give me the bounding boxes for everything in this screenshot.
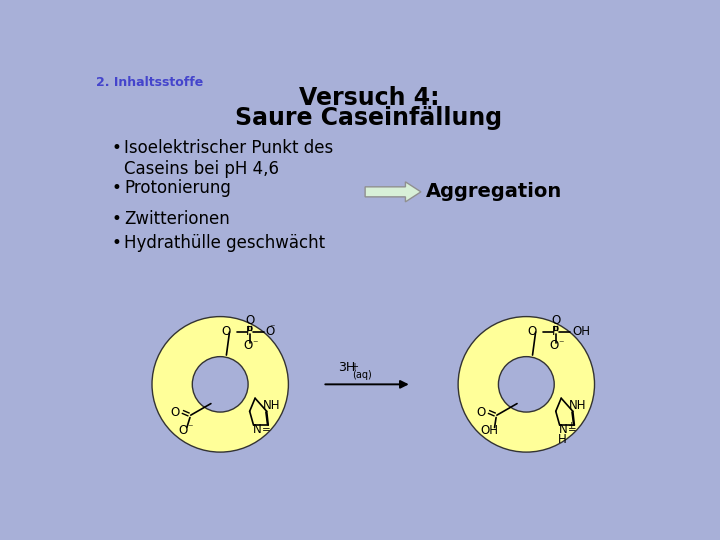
Text: Isoelektrischer Punkt des
Caseins bei pH 4,6: Isoelektrischer Punkt des Caseins bei pH…	[124, 139, 333, 178]
Text: =: =	[567, 426, 577, 436]
Text: ⁻: ⁻	[187, 423, 193, 433]
Text: Versuch 4:: Versuch 4:	[299, 86, 439, 110]
Text: ⁻: ⁻	[269, 323, 275, 333]
Text: O: O	[549, 339, 559, 353]
Text: O: O	[551, 314, 560, 327]
Circle shape	[458, 316, 595, 452]
Text: O: O	[179, 424, 188, 437]
Text: •: •	[112, 179, 122, 197]
Text: O: O	[171, 406, 180, 419]
Text: OH: OH	[480, 424, 498, 437]
Text: Protonierung: Protonierung	[124, 179, 231, 197]
Text: ⁻: ⁻	[559, 339, 564, 349]
Text: P: P	[246, 326, 253, 339]
Text: •: •	[112, 139, 122, 157]
Text: N: N	[559, 422, 568, 436]
Text: O: O	[221, 326, 230, 339]
Text: =: =	[261, 426, 270, 436]
Text: Aggregation: Aggregation	[426, 183, 562, 201]
Text: Hydrathülle geschwächt: Hydrathülle geschwächt	[124, 234, 325, 252]
Circle shape	[498, 356, 554, 412]
Text: O: O	[477, 406, 486, 419]
Text: NH: NH	[263, 400, 280, 413]
Text: O: O	[243, 339, 253, 353]
Text: (aq): (aq)	[352, 370, 372, 381]
Circle shape	[152, 316, 289, 452]
Text: 3H: 3H	[338, 361, 355, 374]
Text: •: •	[112, 210, 122, 227]
Circle shape	[192, 356, 248, 412]
Text: +: +	[350, 362, 358, 372]
Text: +: +	[567, 421, 575, 430]
Text: 2. Inhaltsstoffe: 2. Inhaltsstoffe	[96, 76, 204, 89]
Text: N: N	[253, 422, 262, 436]
Text: P: P	[552, 326, 559, 339]
Text: ⁻: ⁻	[252, 339, 258, 349]
Text: OH: OH	[573, 326, 591, 339]
Text: Saure Caseinfällung: Saure Caseinfällung	[235, 106, 503, 130]
Polygon shape	[365, 182, 421, 202]
Text: Zwitterionen: Zwitterionen	[124, 210, 230, 227]
Text: •: •	[112, 234, 122, 252]
Text: H: H	[557, 433, 567, 446]
Text: O: O	[265, 326, 274, 339]
Text: O: O	[527, 326, 536, 339]
Text: NH: NH	[569, 400, 586, 413]
Text: O: O	[245, 314, 254, 327]
